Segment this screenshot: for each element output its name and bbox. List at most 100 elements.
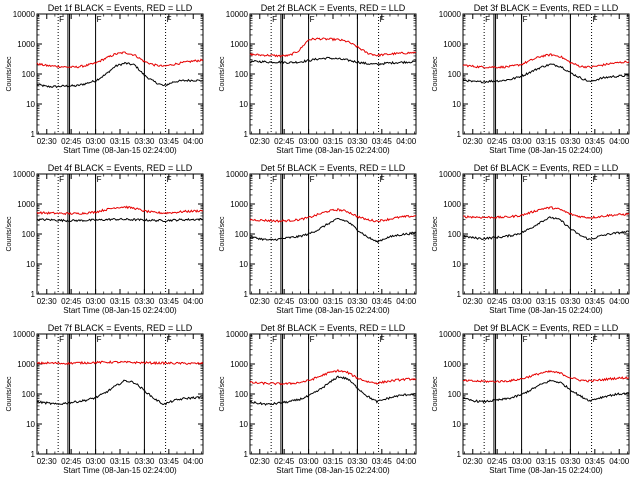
marker-letter: F (485, 175, 490, 184)
x-tick-label: 04:00 (396, 457, 417, 466)
y-tick-label: 1 (244, 290, 249, 299)
plot-frame (249, 173, 417, 295)
y-tick-label: 10 (452, 420, 461, 429)
x-tick-label: 03:00 (86, 457, 107, 466)
lld-series-line (462, 369, 630, 384)
y-tick-label: 10 (239, 420, 248, 429)
y-tick-label: 10 (26, 100, 35, 109)
marker-letter: F (310, 15, 315, 24)
x-tick-label: 03:45 (585, 457, 606, 466)
panel-det-8f: Det 8f BLACK = Events, RED = LLD 1 10 100 10… (219, 323, 417, 475)
x-tick-label: 03:15 (323, 137, 344, 146)
plot-frame (462, 13, 630, 135)
x-tick-label: 03:15 (110, 457, 131, 466)
panel-title: Det 7f BLACK = Events, RED = LLD (48, 323, 193, 333)
x-tick-label: 02:45 (274, 297, 295, 306)
y-tick-label: 1000 (230, 40, 248, 49)
x-tick-label: 02:45 (274, 137, 295, 146)
x-tick-label: 03:15 (536, 297, 557, 306)
x-tick-label: 03:00 (512, 137, 533, 146)
y-tick-label: 1 (31, 290, 36, 299)
y-tick-label: 10 (452, 100, 461, 109)
y-tick-label: 1000 (443, 360, 461, 369)
y-tick-label: 1 (244, 130, 249, 139)
y-tick-label: 100 (448, 70, 462, 79)
events-series-line (249, 56, 417, 66)
marker-letter: F (380, 15, 385, 24)
marker-letter: F (167, 335, 172, 344)
lld-series-line (249, 208, 417, 223)
marker-letter: F (523, 335, 528, 344)
lld-series-line (463, 206, 630, 220)
x-tick-label: 03:30 (347, 297, 368, 306)
x-tick-label: 02:30 (463, 137, 484, 146)
y-tick-label: 10 (452, 260, 461, 269)
plot-frame (462, 333, 630, 455)
x-tick-label: 02:30 (250, 297, 271, 306)
x-tick-label: 02:45 (487, 297, 508, 306)
x-tick-label: 03:30 (560, 457, 581, 466)
x-axis-label: Start Time (08-Jan-15 02:24:00) (276, 306, 390, 315)
plot-frame (36, 333, 204, 455)
panel-title: Det 4f BLACK = Events, RED = LLD (48, 163, 193, 173)
panel-det-3f: Det 3f BLACK = Events, RED = LLD 1 10 100 10… (432, 3, 630, 155)
y-tick-label: 10000 (13, 330, 36, 339)
x-axis-label: Start Time (08-Jan-15 02:24:00) (63, 466, 177, 475)
panel-det-7f: Det 7f BLACK = Events, RED = LLD 1 10 100 10… (6, 323, 204, 475)
marker-letter: F (97, 335, 102, 344)
y-tick-label: 10 (26, 420, 35, 429)
x-tick-label: 02:45 (61, 137, 82, 146)
marker-letter: F (272, 175, 277, 184)
panel-title: Det 8f BLACK = Events, RED = LLD (261, 323, 406, 333)
marker-letter: F (272, 335, 277, 344)
x-tick-label: 03:30 (560, 137, 581, 146)
marker-letter: F (167, 175, 172, 184)
x-tick-label: 03:45 (159, 457, 180, 466)
x-tick-label: 04:00 (609, 137, 630, 146)
y-tick-label: 100 (235, 390, 249, 399)
x-tick-label: 02:45 (487, 457, 508, 466)
x-tick-label: 02:30 (463, 457, 484, 466)
marker-letter: F (380, 335, 385, 344)
lld-series-line (36, 51, 204, 69)
y-tick-label: 1000 (230, 200, 248, 209)
panel-title: Det 3f BLACK = Events, RED = LLD (474, 3, 619, 13)
panel-det-2f: Det 2f BLACK = Events, RED = LLD 1 10 100 10… (219, 3, 417, 155)
x-tick-label: 03:45 (585, 137, 606, 146)
plot-frame (249, 13, 417, 135)
marker-letter: F (272, 15, 277, 24)
y-tick-label: 1000 (17, 360, 35, 369)
panel-det-6f: Det 6f BLACK = Events, RED = LLD 1 10 100 10… (432, 163, 630, 315)
y-tick-label: 10000 (226, 170, 249, 179)
x-axis-label: Start Time (08-Jan-15 02:24:00) (276, 466, 390, 475)
y-tick-label: 10000 (439, 330, 462, 339)
x-tick-label: 04:00 (183, 137, 204, 146)
marker-letter: F (593, 335, 598, 344)
x-tick-label: 02:30 (37, 137, 58, 146)
y-tick-label: 10 (239, 100, 248, 109)
x-tick-label: 03:15 (110, 137, 131, 146)
x-tick-label: 02:45 (487, 137, 508, 146)
marker-letter: F (593, 15, 598, 24)
x-tick-label: 03:30 (560, 297, 581, 306)
x-axis-label: Start Time (08-Jan-15 02:24:00) (276, 146, 390, 155)
y-tick-label: 100 (22, 70, 36, 79)
x-tick-label: 03:30 (134, 297, 155, 306)
y-tick-label: 1 (457, 290, 462, 299)
lld-series-line (249, 368, 417, 386)
x-axis-label: Start Time (08-Jan-15 02:24:00) (489, 466, 603, 475)
y-axis-label: Counts/sec (432, 216, 439, 252)
x-tick-label: 04:00 (609, 297, 630, 306)
events-series-line (36, 379, 203, 406)
lld-series-line (36, 205, 204, 216)
x-axis-label: Start Time (08-Jan-15 02:24:00) (489, 146, 603, 155)
x-tick-label: 03:15 (323, 297, 344, 306)
lld-series-line (462, 53, 630, 69)
y-tick-label: 10000 (226, 10, 249, 19)
events-series-line (36, 217, 204, 223)
y-tick-label: 10 (239, 260, 248, 269)
events-series-line (462, 379, 630, 404)
x-tick-label: 03:30 (347, 137, 368, 146)
marker-letter: F (523, 175, 528, 184)
